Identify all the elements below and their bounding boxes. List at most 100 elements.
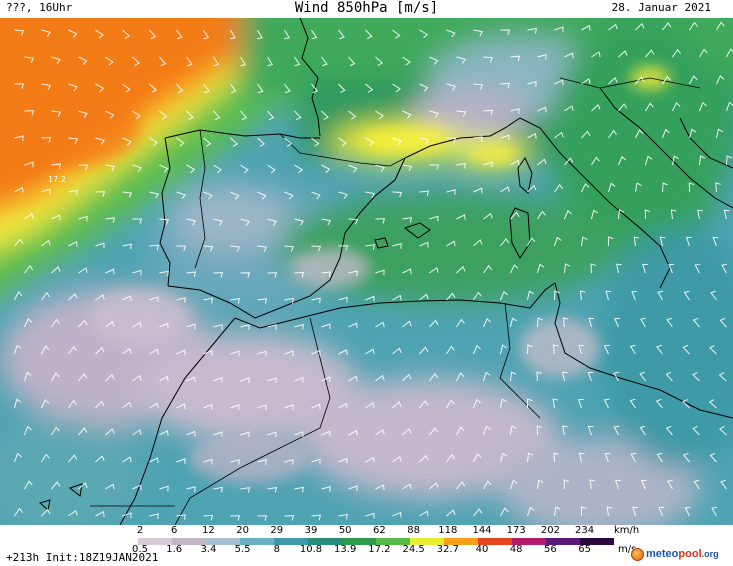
wind-barb [365,402,375,409]
wind-barb [240,324,250,330]
wind-barb [365,512,375,519]
ms-tick-label: 8 [273,544,280,555]
wind-barb [688,128,697,139]
wind-barb [257,83,264,94]
wind-barb [456,162,466,169]
color-scale-swatch [138,538,172,545]
wind-barb [402,164,413,172]
wind-barb [365,456,375,463]
wind-barb [68,292,78,301]
wind-barb [213,323,223,330]
wind-barb [159,56,167,67]
wind-barb [122,347,132,355]
wind-barb [604,452,611,463]
wind-barb [122,29,131,39]
wind-barb [365,348,375,355]
wind-barb [499,452,508,463]
wind-barb [240,110,248,121]
wind-barb [419,137,430,145]
color-scale-bar [104,538,614,545]
wind-barb [483,264,493,274]
wind-barb [284,404,294,410]
wind-barb [578,344,584,355]
wind-barb [537,158,547,166]
wind-barb [708,399,717,409]
wind-barb [429,110,439,118]
wind-barb [132,56,140,66]
color-scale-swatch [240,538,274,545]
wind-barb [267,487,277,493]
wind-barb [723,209,730,220]
wind-barb [509,479,518,490]
ms-tick-label: 24.5 [402,544,425,555]
wind-barb [392,511,402,518]
wind-barb [132,110,141,120]
wind-barb [473,239,483,247]
wind-barb [375,484,385,491]
wind-barb [607,182,616,193]
wind-barb [536,479,544,490]
wind-barb [603,398,610,409]
wind-barb [186,376,196,383]
wind-barb [500,238,510,247]
wind-barbs [13,21,733,521]
wind-barb [429,215,439,222]
peak-value-label: 17.2 [48,175,66,184]
wind-barb [552,398,559,409]
wind-barb [257,245,268,252]
wind-barb [338,457,348,464]
wind-barb [311,458,321,465]
wind-barb [689,21,698,31]
wind-barb [213,56,220,67]
wind-barb [472,453,482,463]
wind-barb [693,479,700,490]
wind-barb [392,347,402,355]
wind-barb [78,56,88,65]
wind-barb [348,270,358,277]
wind-barb [456,372,465,382]
wind-barb [284,137,293,147]
wind-barb [213,376,223,383]
wind-barb [473,291,482,301]
wind-barb [645,49,655,58]
ms-tick-label: 3.4 [200,544,217,555]
wind-barb [311,191,321,200]
meteopool-logo[interactable]: meteopool.org [631,547,719,561]
wind-barb [257,191,267,200]
wind-barb [294,218,304,226]
wind-barb [95,242,105,249]
wind-barb [671,102,681,112]
map-title: Wind 850hPa [m/s] [294,0,439,16]
wind-barb [639,425,646,436]
wind-barb [132,164,142,173]
wind-barb [132,484,142,491]
wind-barb [509,425,517,436]
wind-barb [41,291,51,301]
wind-barb [105,428,115,436]
wind-barb [698,101,707,112]
wind-map[interactable]: 17.2 [0,18,733,525]
kmh-tick-label: 50 [338,525,352,536]
ms-unit-label: m/s [618,544,637,555]
wind-barb [613,425,620,436]
wind-barb [257,137,266,147]
wind-barb [159,485,169,492]
wind-barb [186,218,197,226]
wind-barb [553,290,560,301]
wind-barb [526,506,535,517]
wind-barb [284,29,290,40]
wind-barb [670,209,677,220]
wind-barb [446,137,457,144]
wind-barb [284,297,294,304]
wind-barb [446,189,456,195]
wind-barb [257,404,267,410]
wind-barb [419,190,430,197]
wind-barb [564,105,574,112]
wind-barb [483,161,493,168]
ms-tick-label: 13.9 [334,544,357,555]
kmh-tick-label: 12 [202,525,215,536]
wind-barb [213,486,223,493]
wind-barb [159,322,169,329]
wind-barb [446,345,455,355]
wind-barb [267,218,277,226]
